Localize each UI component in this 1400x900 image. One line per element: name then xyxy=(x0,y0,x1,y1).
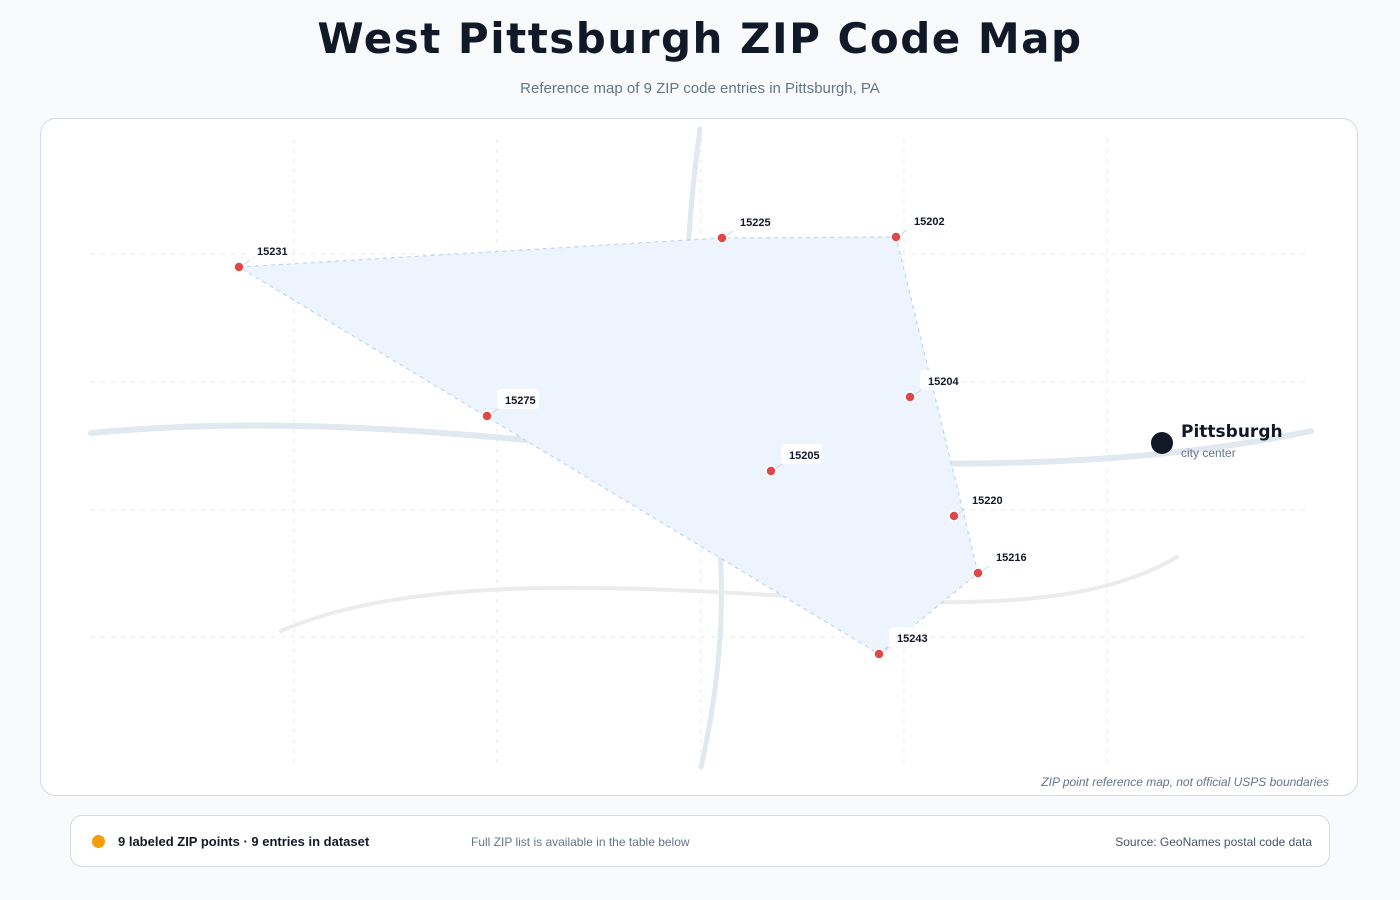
zip-leader-line xyxy=(913,389,922,396)
zip-label: 15204 xyxy=(928,376,959,388)
zip-markers: 15231 15225 15202 15204 15275 15205 15220 15216… xyxy=(233,210,1030,660)
map-canvas[interactable]: 15231 15225 15202 15204 15275 15205 15220 15216… xyxy=(41,119,1358,796)
zip-leader-line xyxy=(957,508,966,515)
zip-point[interactable] xyxy=(890,231,902,243)
zip-label-background xyxy=(249,240,291,260)
zip-label-background xyxy=(988,546,1030,566)
road-secondary xyxy=(279,555,1179,633)
zip-label: 15220 xyxy=(972,495,1003,507)
zip-label-background xyxy=(497,389,539,409)
footer-bar: 9 labeled ZIP points · 9 entries in data… xyxy=(70,815,1330,867)
zip-marker[interactable]: 15275 xyxy=(481,389,539,422)
zip-label: 15225 xyxy=(740,217,771,229)
zip-marker[interactable]: 15204 xyxy=(904,370,962,403)
zip-label: 15243 xyxy=(897,633,928,645)
zip-point[interactable] xyxy=(481,410,493,422)
map-disclaimer: ZIP point reference map, not official US… xyxy=(1041,775,1329,789)
map-panel[interactable]: 15231 15225 15202 15204 15275 15205 15220 15216… xyxy=(40,118,1358,796)
zip-leader-line xyxy=(490,408,499,415)
zip-point[interactable] xyxy=(972,567,984,579)
table-note: Full ZIP list is available in the table … xyxy=(471,835,690,849)
zip-marker[interactable]: 15231 xyxy=(233,240,291,273)
zip-leader-line xyxy=(725,230,734,237)
page-subtitle: Reference map of 9 ZIP code entries in P… xyxy=(520,80,880,97)
zip-label-background xyxy=(920,370,962,390)
zip-leader-line xyxy=(882,646,891,653)
zip-label: 15205 xyxy=(789,450,820,462)
zip-point[interactable] xyxy=(765,465,777,477)
zip-coverage-area xyxy=(237,236,979,655)
zip-point[interactable] xyxy=(233,261,245,273)
zip-point[interactable] xyxy=(716,232,728,244)
zip-leader-line xyxy=(899,229,908,236)
zip-label-background xyxy=(964,489,1006,509)
zip-leader-line xyxy=(981,565,990,572)
city-center-marker[interactable]: Pittsburgh city center xyxy=(1151,422,1283,460)
zip-point[interactable] xyxy=(948,510,960,522)
zip-marker[interactable]: 15220 xyxy=(948,489,1006,522)
zip-marker[interactable]: 15225 xyxy=(716,211,774,244)
legend-dot xyxy=(92,835,105,848)
data-source: Source: GeoNames postal code data xyxy=(1115,835,1312,849)
zip-label-background xyxy=(906,210,948,230)
zip-label-background xyxy=(732,211,774,231)
zip-point[interactable] xyxy=(873,648,885,660)
zip-label: 15216 xyxy=(996,552,1027,564)
zip-marker[interactable]: 15216 xyxy=(972,546,1030,579)
zip-label: 15275 xyxy=(505,395,536,407)
zip-label-background xyxy=(889,627,931,647)
zip-leader-line xyxy=(242,259,251,266)
zip-point[interactable] xyxy=(904,391,916,403)
city-name: Pittsburgh xyxy=(1181,422,1283,442)
page-title: West Pittsburgh ZIP Code Map xyxy=(317,14,1083,63)
zip-marker[interactable]: 15205 xyxy=(765,444,823,477)
zip-label: 15231 xyxy=(257,246,288,258)
zip-label: 15202 xyxy=(914,216,945,228)
city-description: city center xyxy=(1181,446,1236,460)
zip-label-background xyxy=(781,444,823,464)
zip-leader-line xyxy=(774,463,783,470)
zip-marker[interactable]: 15202 xyxy=(890,210,948,243)
zip-marker[interactable]: 15243 xyxy=(873,627,931,660)
zip-count-summary: 9 labeled ZIP points · 9 entries in data… xyxy=(118,834,370,849)
